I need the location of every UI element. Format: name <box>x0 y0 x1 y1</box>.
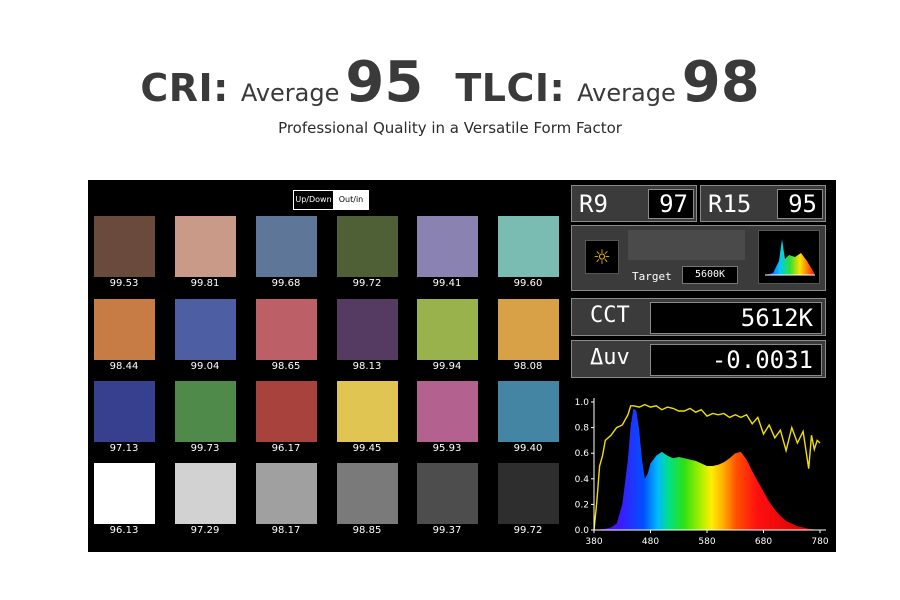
swatch-value-label: 98.08 <box>513 361 543 372</box>
x-tick-label: 680 <box>755 537 772 547</box>
cct-box: CCT 5612K <box>571 298 826 336</box>
x-tick-label: 380 <box>585 537 602 547</box>
y-tick-label: 0.6 <box>575 449 590 459</box>
duv-label: Δuv <box>590 345 630 370</box>
x-tick-label: 780 <box>811 537 828 547</box>
x-tick-label: 580 <box>698 537 715 547</box>
color-swatch <box>417 216 478 277</box>
color-swatch <box>417 381 478 442</box>
headline: CRI: Average 95 TLCI: Average 98 <box>0 50 900 115</box>
reference-line <box>593 403 821 531</box>
swatch-value-label: 99.41 <box>432 278 462 289</box>
y-tick-label: 0.8 <box>575 424 590 434</box>
r15-value: 95 <box>777 189 823 219</box>
cri-key: CRI: <box>140 66 229 110</box>
toggle-out-in[interactable]: Out/in <box>334 191 368 209</box>
swatch-value-label: 96.13 <box>109 525 139 536</box>
color-swatch <box>417 463 478 524</box>
y-tick-label: 0.0 <box>575 526 590 536</box>
swatch-value-label: 98.44 <box>109 361 139 372</box>
swatch-value-label: 98.13 <box>352 361 382 372</box>
swatch-value-label: 99.40 <box>513 443 543 454</box>
duv-value: -0.0031 <box>650 344 822 376</box>
swatch-value-label: 96.17 <box>271 443 301 454</box>
color-swatch <box>337 216 398 277</box>
cct-label: CCT <box>590 303 630 328</box>
cct-value: 5612K <box>650 302 822 334</box>
swatch-value-label: 99.53 <box>109 278 139 289</box>
duv-box: Δuv -0.0031 <box>571 340 826 378</box>
color-swatch <box>256 216 317 277</box>
tlci-value: 98 <box>681 50 760 115</box>
color-swatch <box>175 381 236 442</box>
target-value: 5600K <box>682 266 738 284</box>
swatch-value-label: 99.68 <box>271 278 301 289</box>
swatch-value-label: 98.85 <box>352 525 382 536</box>
tlci-average-label: Average <box>577 79 676 107</box>
y-tick-label: 1.0 <box>575 398 590 408</box>
sun-icon: ☼ <box>585 240 619 274</box>
cri-average-label: Average <box>240 79 340 107</box>
color-swatch <box>256 381 317 442</box>
color-swatch <box>94 299 155 360</box>
color-swatch <box>337 299 398 360</box>
tlci-key: TLCI: <box>455 66 566 110</box>
color-swatch <box>337 381 398 442</box>
swatch-value-label: 99.73 <box>190 443 220 454</box>
meter-panel: Up/Down Out/in 99.53 99.81 99.68 99.72 99.41… <box>88 180 836 552</box>
toggle-up-down[interactable]: Up/Down <box>294 191 334 209</box>
spectrum-area <box>594 408 820 530</box>
x-tick-label: 480 <box>642 537 659 547</box>
swatch-value-label: 99.72 <box>352 278 382 289</box>
color-swatch <box>498 299 559 360</box>
color-swatch <box>94 463 155 524</box>
y-tick-label: 0.4 <box>575 475 590 485</box>
r15-label: R15 <box>708 190 752 218</box>
r15-box: R15 95 <box>700 185 826 222</box>
target-box: ☼ Target 5600K <box>571 225 826 291</box>
swatch-value-label: 99.45 <box>352 443 382 454</box>
orientation-toggle[interactable]: Up/Down Out/in <box>293 190 369 210</box>
color-swatch <box>256 299 317 360</box>
color-swatch <box>498 463 559 524</box>
swatch-value-label: 97.13 <box>109 443 139 454</box>
color-swatch <box>175 299 236 360</box>
y-tick-label: 0.2 <box>575 500 589 510</box>
color-swatch <box>256 463 317 524</box>
color-swatch <box>175 216 236 277</box>
swatch-value-label: 95.93 <box>432 443 462 454</box>
swatch-value-label: 99.37 <box>432 525 462 536</box>
color-swatch <box>94 381 155 442</box>
subtitle: Professional Quality in a Versatile Form… <box>278 119 622 137</box>
target-label: Target <box>632 270 672 283</box>
swatch-value-label: 98.17 <box>271 525 301 536</box>
r9-label: R9 <box>579 190 608 218</box>
swatch-value-label: 99.94 <box>432 361 462 372</box>
spectrum-chart: 0.0 0.2 0.4 0.6 0.8 1.0 380 480 580 680 780 <box>575 398 829 547</box>
r9-box: R9 97 <box>571 185 697 222</box>
color-swatch <box>94 216 155 277</box>
swatch-value-label: 99.60 <box>513 278 543 289</box>
color-swatch <box>498 381 559 442</box>
target-bar <box>628 230 745 260</box>
color-swatch <box>175 463 236 524</box>
swatch-value-label: 99.81 <box>190 278 220 289</box>
cri-value: 95 <box>345 50 424 115</box>
color-swatch <box>417 299 478 360</box>
color-swatch <box>498 216 559 277</box>
swatch-value-label: 98.65 <box>271 361 301 372</box>
r9-value: 97 <box>648 189 694 219</box>
swatch-value-label: 99.04 <box>190 361 220 372</box>
mini-spectrum-icon <box>758 230 820 284</box>
color-swatch <box>337 463 398 524</box>
swatch-value-label: 99.72 <box>513 525 543 536</box>
swatch-value-label: 97.29 <box>190 525 220 536</box>
